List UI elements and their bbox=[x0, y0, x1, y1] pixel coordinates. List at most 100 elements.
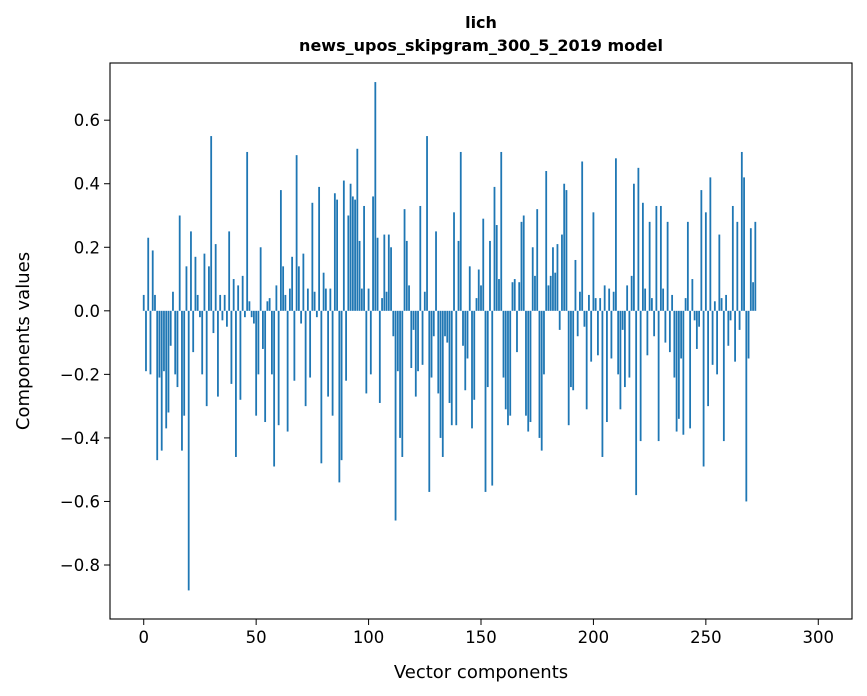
bar bbox=[163, 310, 165, 372]
x-axis: 0 50 100 150 200 250 300 bbox=[138, 619, 834, 647]
bar bbox=[644, 288, 647, 311]
bar bbox=[309, 310, 312, 378]
bar bbox=[473, 310, 476, 400]
bar bbox=[394, 310, 397, 521]
bar bbox=[360, 288, 363, 311]
bar bbox=[149, 310, 152, 375]
bar bbox=[527, 310, 530, 432]
bar bbox=[518, 282, 521, 311]
bar bbox=[639, 310, 642, 442]
bar bbox=[399, 310, 401, 438]
bar bbox=[201, 310, 204, 375]
bar bbox=[624, 310, 626, 388]
bar bbox=[610, 310, 613, 359]
bar bbox=[318, 186, 321, 311]
bar bbox=[385, 291, 388, 311]
bar bbox=[547, 285, 550, 311]
y-axis: −0.8 −0.6 −0.4 −0.2 0.0 0.2 0.4 0.6 bbox=[60, 111, 110, 575]
bar bbox=[455, 310, 458, 426]
bar bbox=[176, 310, 179, 388]
bar bbox=[554, 272, 557, 311]
bar bbox=[365, 310, 368, 394]
y-tick-label: −0.4 bbox=[60, 429, 100, 448]
bar bbox=[682, 310, 685, 435]
bar bbox=[752, 282, 754, 311]
bar bbox=[689, 310, 692, 429]
bar bbox=[711, 310, 714, 365]
bar bbox=[480, 285, 482, 311]
bar bbox=[412, 310, 415, 330]
bar bbox=[219, 294, 222, 311]
bar bbox=[702, 310, 705, 467]
bar bbox=[489, 240, 491, 311]
bar bbox=[749, 228, 752, 311]
bar bbox=[342, 180, 345, 311]
bar bbox=[428, 310, 431, 492]
bar bbox=[511, 282, 514, 311]
bar bbox=[543, 310, 545, 375]
bar bbox=[302, 253, 305, 311]
bar bbox=[432, 310, 435, 337]
bar bbox=[351, 196, 354, 311]
bar bbox=[684, 298, 687, 311]
bar bbox=[311, 202, 314, 311]
bar bbox=[392, 310, 395, 337]
bars-group bbox=[142, 82, 757, 591]
bar bbox=[734, 310, 736, 362]
bar bbox=[169, 310, 172, 346]
y-tick-label: −0.6 bbox=[60, 492, 100, 511]
bar bbox=[655, 205, 658, 311]
bar bbox=[603, 285, 606, 311]
bar bbox=[477, 269, 480, 311]
bar bbox=[513, 279, 516, 311]
y-tick-label: −0.2 bbox=[60, 365, 100, 384]
bar bbox=[601, 310, 604, 457]
bar bbox=[221, 310, 224, 321]
bar bbox=[214, 244, 217, 311]
bar bbox=[563, 183, 566, 311]
bar bbox=[291, 256, 294, 311]
bar bbox=[572, 310, 575, 391]
bar bbox=[354, 199, 356, 311]
bar bbox=[466, 310, 469, 359]
bar bbox=[430, 310, 433, 378]
bar bbox=[606, 310, 608, 423]
bar bbox=[590, 310, 593, 362]
bar bbox=[210, 136, 213, 311]
bar bbox=[498, 279, 500, 311]
bar bbox=[509, 310, 512, 416]
bar bbox=[235, 310, 237, 457]
bar bbox=[615, 158, 617, 311]
bar bbox=[151, 250, 154, 311]
bar bbox=[273, 310, 276, 467]
bar bbox=[270, 310, 273, 375]
bar bbox=[464, 310, 467, 391]
bar bbox=[329, 288, 332, 311]
bar bbox=[378, 310, 381, 403]
bar bbox=[230, 310, 233, 384]
bar bbox=[410, 310, 413, 369]
bar bbox=[448, 310, 451, 403]
bar bbox=[259, 247, 262, 311]
bar bbox=[585, 310, 588, 410]
bar bbox=[561, 234, 563, 311]
bar bbox=[282, 266, 285, 311]
bar bbox=[725, 294, 727, 311]
y-tick-label: 0.2 bbox=[74, 238, 100, 257]
y-tick-label: 0.6 bbox=[74, 111, 100, 130]
bar bbox=[731, 205, 734, 311]
bar bbox=[306, 288, 309, 311]
bar bbox=[158, 310, 161, 378]
bar bbox=[426, 136, 428, 311]
bar bbox=[383, 234, 386, 311]
bar bbox=[286, 310, 289, 432]
bar bbox=[228, 231, 231, 311]
bar bbox=[414, 310, 417, 397]
bar bbox=[468, 266, 471, 311]
bar bbox=[504, 310, 507, 410]
bar bbox=[248, 301, 251, 311]
bar bbox=[408, 285, 410, 311]
bar bbox=[437, 310, 440, 394]
bar bbox=[567, 310, 570, 426]
